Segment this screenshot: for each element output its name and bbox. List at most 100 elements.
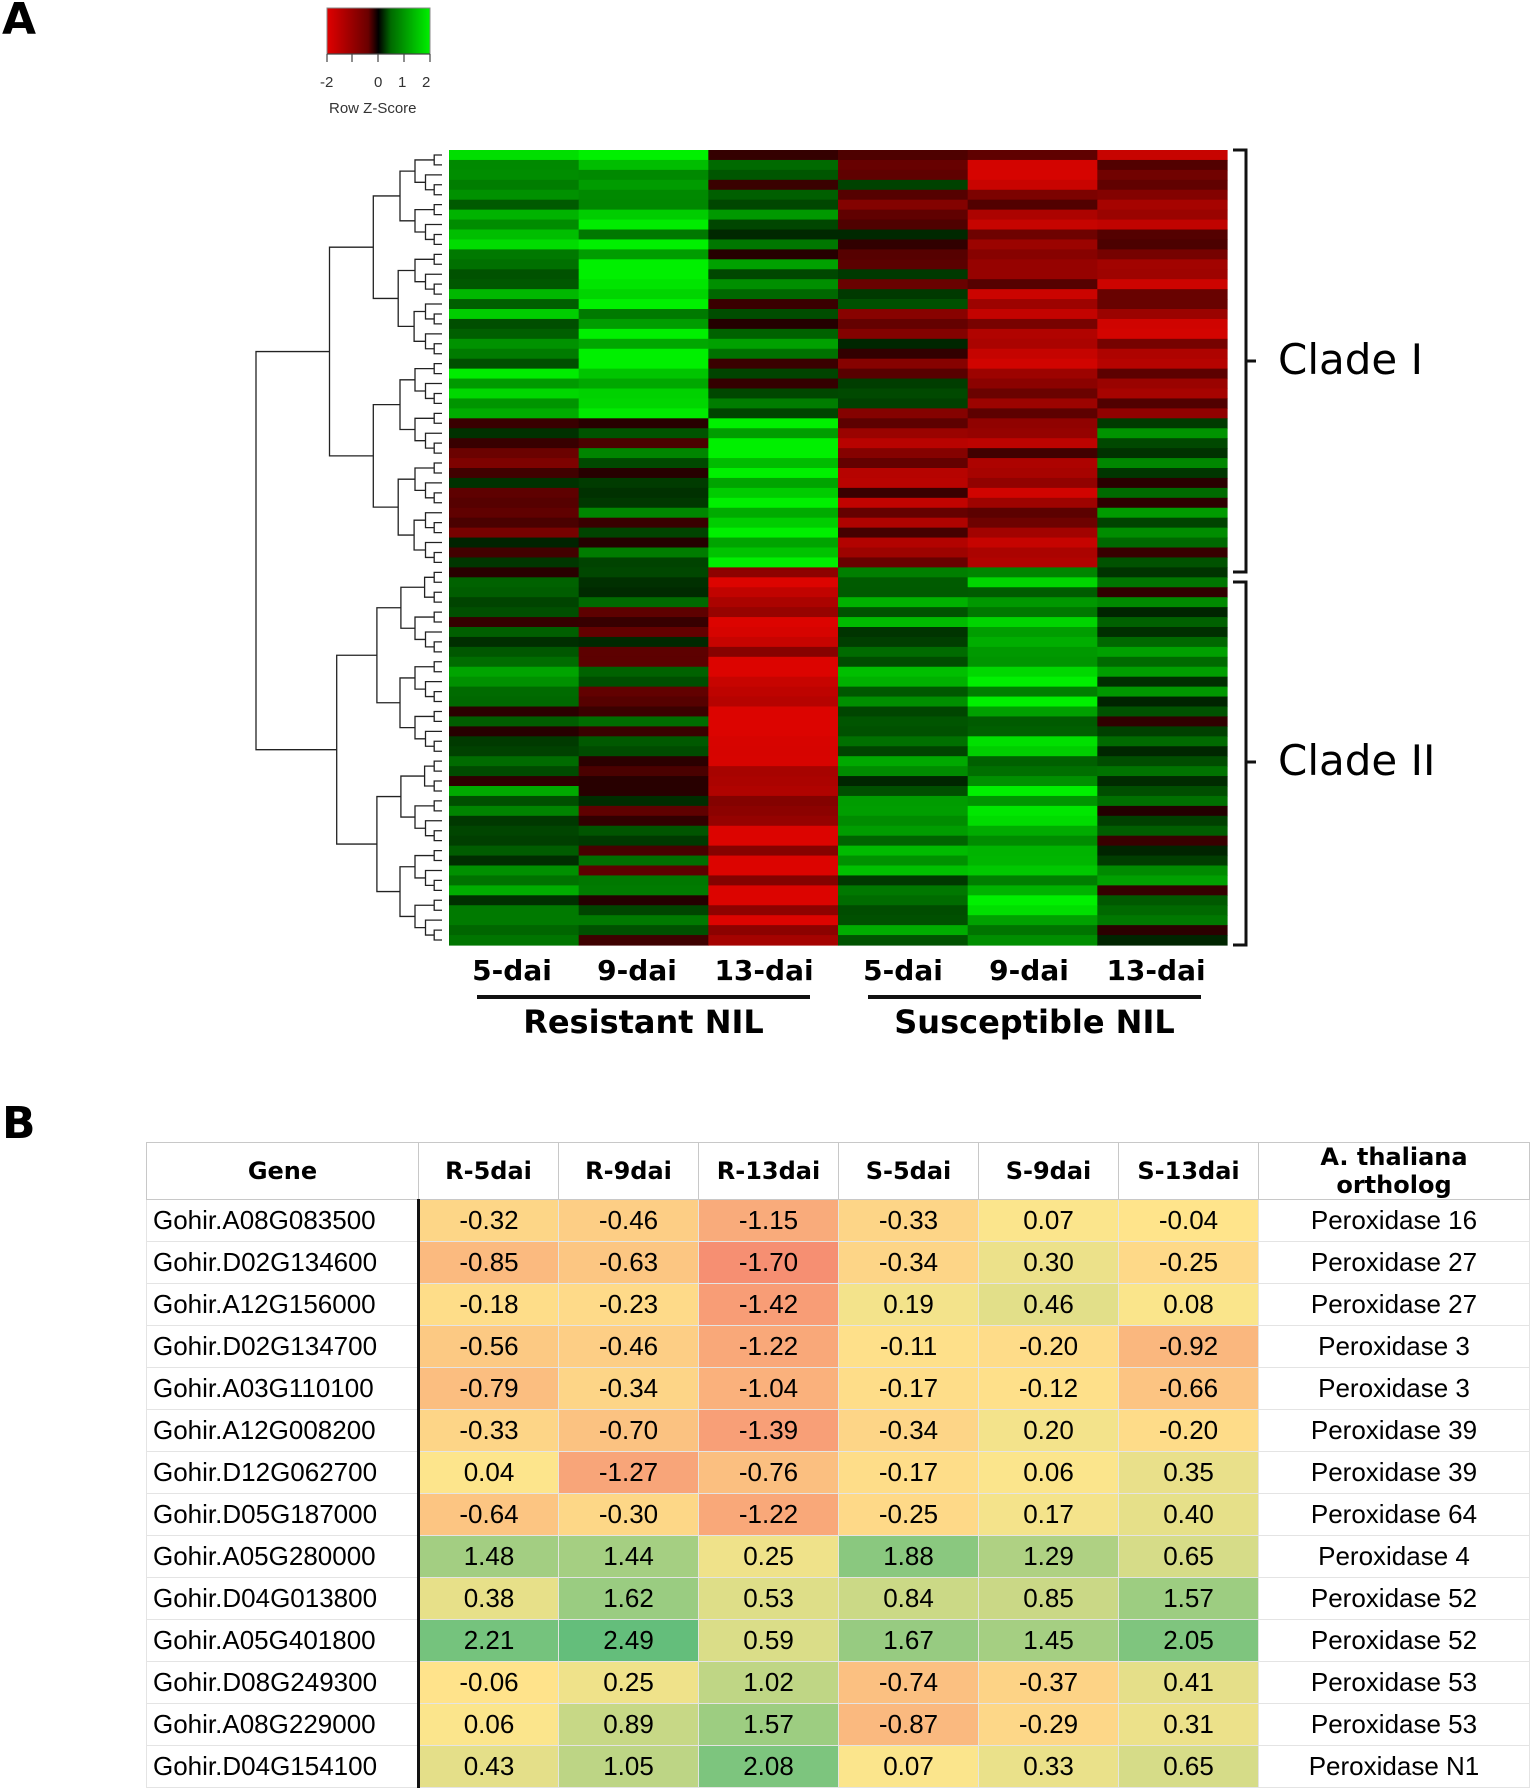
heatmap-cell	[449, 895, 580, 906]
panel-b-label: B	[2, 1098, 36, 1149]
heatmap-cell	[838, 338, 969, 350]
heatmap-cell	[578, 915, 709, 926]
dendrogram-branch	[400, 775, 425, 818]
heatmap-cell	[708, 527, 839, 539]
heatmap-cell	[1097, 388, 1228, 400]
heatmap-cell	[449, 458, 580, 469]
gene-id-cell: Gohir.A05G280000	[146, 1535, 420, 1578]
heatmap-cell	[838, 696, 969, 708]
value-cell: 0.07	[978, 1199, 1119, 1242]
heatmap-cell	[578, 299, 709, 310]
heatmap-cell	[967, 348, 1098, 360]
heatmap-cell	[967, 328, 1098, 340]
value-cell: 0.25	[558, 1661, 699, 1704]
heatmap-cell	[1097, 229, 1228, 241]
heatmap-cell	[578, 169, 709, 181]
heatmap-cell	[967, 587, 1098, 598]
heatmap-cell	[1097, 925, 1228, 936]
heatmap-cell	[1097, 338, 1228, 350]
heatmap-cell	[708, 159, 839, 171]
value-cell: -0.37	[978, 1661, 1119, 1704]
dendrogram-branch	[433, 412, 442, 424]
heatmap-cell	[708, 776, 839, 787]
value-cell: -0.79	[418, 1367, 559, 1410]
value-cell: 0.65	[1118, 1535, 1259, 1578]
heatmap-cell	[708, 219, 839, 231]
heatmap-cell	[449, 338, 580, 350]
group-label-susceptible: Susceptible NIL	[894, 1003, 1175, 1041]
heatmap-cell	[1097, 487, 1228, 499]
heatmap-cell	[838, 676, 969, 688]
dendrogram-branch	[423, 765, 435, 787]
heatmap-cell	[838, 636, 969, 648]
heatmap-cell	[449, 915, 580, 926]
heatmap-cell	[1097, 795, 1228, 807]
heatmap-cell	[449, 299, 580, 310]
dendrogram-branch	[433, 154, 442, 166]
heatmap-cell	[967, 537, 1098, 549]
dendrogram-branch	[372, 195, 400, 300]
value-cell: -1.22	[698, 1493, 839, 1536]
value-cell: 0.19	[838, 1283, 979, 1326]
heatmap-cell	[967, 438, 1098, 449]
heatmap-cell	[1097, 189, 1228, 201]
value-cell: -0.85	[418, 1241, 559, 1284]
heatmap-cell	[967, 388, 1098, 400]
heatmap-cell	[1097, 249, 1228, 260]
dendrogram-branch	[336, 654, 377, 845]
heatmap-cell	[1097, 686, 1228, 698]
heatmap-cell	[838, 269, 969, 280]
heatmap-cell	[449, 656, 580, 668]
heatmap-cell	[967, 766, 1098, 777]
heatmap-cell	[1097, 279, 1228, 290]
heatmap-cell	[578, 835, 709, 847]
value-cell: 2.49	[558, 1619, 699, 1662]
heatmap-cell	[708, 636, 839, 648]
value-cell: 0.35	[1118, 1451, 1259, 1494]
heatmap-cell	[838, 805, 969, 817]
heatmap-cell	[578, 388, 709, 400]
heatmap-cell	[967, 855, 1098, 867]
value-cell: 0.53	[698, 1577, 839, 1620]
heatmap-cell	[967, 726, 1098, 737]
dendrogram-branch	[414, 417, 435, 442]
table-row: Gohir.D02G134600 -0.85 -0.63 -1.70 -0.34 0.30…	[146, 1241, 1530, 1284]
dendrogram-branch	[414, 159, 435, 183]
heatmap-cell	[838, 597, 969, 608]
dendrogram-branch	[433, 690, 442, 703]
heatmap-cell	[1097, 607, 1228, 618]
heatmap-cell	[578, 378, 709, 390]
dendrogram-branch	[413, 310, 426, 342]
heatmap-cell	[838, 199, 969, 211]
heatmap-cell	[578, 418, 709, 429]
heatmap-cell	[449, 736, 580, 747]
value-cell: 2.08	[698, 1745, 839, 1788]
heatmap-cell	[578, 408, 709, 419]
dendrogram-branch	[397, 269, 415, 328]
heatmap-cell	[967, 627, 1098, 638]
heatmap-cell	[578, 199, 709, 211]
heatmap-cell	[708, 646, 839, 658]
heatmap-cell	[1097, 537, 1228, 549]
heatmap-cell	[838, 577, 969, 588]
gene-id-cell: Gohir.A12G156000	[146, 1283, 420, 1326]
group-label-resistant: Resistant NIL	[523, 1003, 764, 1041]
heatmap-cell	[1097, 438, 1228, 449]
heatmap-cell	[967, 368, 1098, 380]
heatmap-cell	[708, 746, 839, 757]
value-cell: -0.34	[558, 1367, 699, 1410]
heatmap-cell	[967, 418, 1098, 429]
legend-tick-neg2: -2	[320, 74, 334, 91]
heatmap-cell	[708, 766, 839, 777]
value-cell: -0.11	[838, 1325, 979, 1368]
heatmap-cell	[1097, 150, 1228, 161]
heatmap-cell	[1097, 885, 1228, 896]
heatmap-cell	[838, 368, 969, 380]
heatmap-cell	[1097, 865, 1228, 877]
heatmap-cell	[838, 756, 969, 767]
heatmap-cell	[838, 458, 969, 469]
heatmap-cell	[449, 875, 580, 886]
ortholog-cell: Peroxidase 3	[1258, 1325, 1530, 1368]
heatmap-cell	[1097, 815, 1228, 827]
heatmap-cell	[967, 656, 1098, 668]
